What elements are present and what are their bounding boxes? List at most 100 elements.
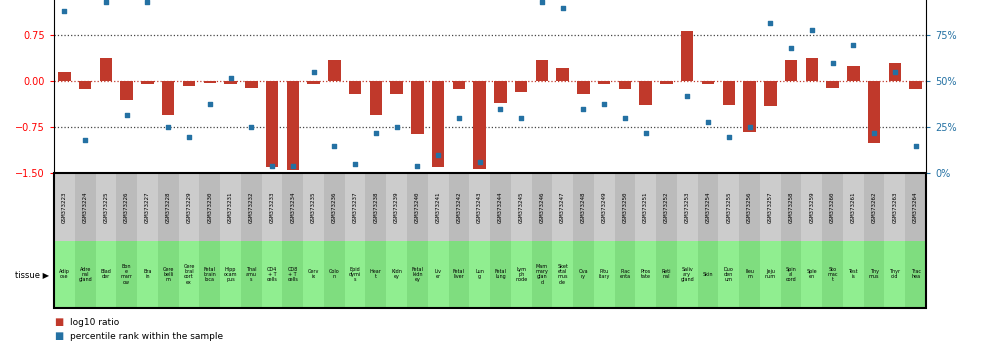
Bar bbox=[349, 81, 362, 94]
Bar bbox=[162, 81, 174, 115]
Text: tissue ▶: tissue ▶ bbox=[15, 270, 49, 279]
Text: Pros
tate: Pros tate bbox=[641, 269, 651, 279]
Point bbox=[57, 8, 73, 14]
Text: Thyr
oid: Thyr oid bbox=[890, 269, 900, 279]
Bar bbox=[366, 241, 386, 308]
Point bbox=[866, 130, 882, 136]
Bar bbox=[490, 173, 511, 241]
Bar bbox=[282, 173, 303, 241]
Text: GSM373241: GSM373241 bbox=[435, 192, 440, 223]
Bar bbox=[905, 241, 926, 308]
Text: GSM373227: GSM373227 bbox=[145, 192, 150, 223]
Bar bbox=[282, 241, 303, 308]
Text: GSM373236: GSM373236 bbox=[332, 192, 337, 223]
Bar bbox=[702, 81, 715, 85]
Bar bbox=[99, 58, 112, 81]
Bar bbox=[885, 241, 905, 308]
Bar bbox=[781, 173, 801, 241]
Text: GSM373228: GSM373228 bbox=[166, 192, 171, 223]
Text: GSM373231: GSM373231 bbox=[228, 192, 233, 223]
Bar bbox=[656, 173, 677, 241]
Text: GSM373256: GSM373256 bbox=[747, 192, 752, 223]
Bar bbox=[594, 173, 614, 241]
Point bbox=[741, 125, 757, 130]
Point bbox=[534, 0, 549, 5]
Bar bbox=[656, 241, 677, 308]
Text: Lym
ph
node: Lym ph node bbox=[515, 267, 527, 282]
Bar bbox=[158, 173, 179, 241]
Bar bbox=[822, 173, 843, 241]
Bar bbox=[121, 81, 133, 100]
Bar bbox=[241, 241, 261, 308]
Bar bbox=[614, 241, 635, 308]
Bar bbox=[556, 68, 569, 81]
Point bbox=[783, 45, 799, 51]
Text: GSM373238: GSM373238 bbox=[374, 192, 378, 223]
Bar bbox=[303, 173, 324, 241]
Text: Epid
dymi
s: Epid dymi s bbox=[349, 267, 361, 282]
Text: Bra
in: Bra in bbox=[144, 269, 151, 279]
Point bbox=[78, 137, 93, 143]
Point bbox=[140, 0, 155, 5]
Text: GSM373263: GSM373263 bbox=[893, 192, 897, 223]
Text: GSM373235: GSM373235 bbox=[311, 192, 317, 223]
Text: Spin
al
cord: Spin al cord bbox=[785, 267, 796, 282]
Bar bbox=[868, 81, 881, 143]
Text: GSM373233: GSM373233 bbox=[269, 192, 274, 223]
Text: Reti
nal: Reti nal bbox=[662, 269, 671, 279]
Text: Colo
n: Colo n bbox=[329, 269, 340, 279]
Text: GSM373225: GSM373225 bbox=[103, 192, 108, 223]
Bar bbox=[75, 241, 95, 308]
Bar bbox=[142, 81, 153, 85]
Point bbox=[554, 5, 570, 11]
Bar bbox=[407, 241, 428, 308]
Text: GSM373253: GSM373253 bbox=[685, 192, 690, 223]
Bar bbox=[370, 81, 382, 115]
Bar bbox=[432, 81, 444, 167]
Bar bbox=[781, 241, 801, 308]
Text: GSM373257: GSM373257 bbox=[768, 192, 773, 223]
Bar bbox=[452, 81, 465, 89]
Text: GSM373262: GSM373262 bbox=[872, 192, 877, 223]
Point bbox=[431, 152, 446, 158]
Bar bbox=[469, 173, 490, 241]
Bar bbox=[469, 241, 490, 308]
Bar bbox=[158, 241, 179, 308]
Text: Kidn
ey: Kidn ey bbox=[391, 269, 402, 279]
Bar bbox=[864, 173, 885, 241]
Text: GSM373260: GSM373260 bbox=[830, 192, 836, 223]
Bar bbox=[494, 81, 506, 103]
Bar bbox=[428, 173, 448, 241]
Point bbox=[451, 115, 467, 121]
Text: Liv
er: Liv er bbox=[434, 269, 441, 279]
Text: Sto
mac
t: Sto mac t bbox=[828, 267, 838, 282]
Bar bbox=[474, 81, 486, 169]
Text: Cere
bral
cort
ex: Cere bral cort ex bbox=[183, 264, 195, 285]
Bar bbox=[635, 241, 656, 308]
Bar bbox=[220, 173, 241, 241]
Point bbox=[368, 130, 383, 136]
Text: Adip
ose: Adip ose bbox=[59, 269, 70, 279]
Bar bbox=[618, 81, 631, 89]
Text: GSM373229: GSM373229 bbox=[187, 192, 192, 223]
Point bbox=[617, 115, 633, 121]
Bar bbox=[577, 81, 590, 94]
Bar bbox=[220, 241, 241, 308]
Point bbox=[223, 75, 239, 81]
Bar bbox=[95, 241, 116, 308]
Bar bbox=[552, 241, 573, 308]
Bar bbox=[847, 66, 859, 81]
Text: Ova
ry: Ova ry bbox=[579, 269, 588, 279]
Bar bbox=[345, 241, 366, 308]
Bar bbox=[511, 173, 532, 241]
Bar bbox=[95, 173, 116, 241]
Bar bbox=[801, 173, 822, 241]
Bar bbox=[366, 173, 386, 241]
Bar bbox=[801, 241, 822, 308]
Text: GSM373264: GSM373264 bbox=[913, 192, 918, 223]
Text: GSM373248: GSM373248 bbox=[581, 192, 586, 223]
Point bbox=[285, 163, 301, 169]
Text: Fetal
lung: Fetal lung bbox=[494, 269, 506, 279]
Bar bbox=[719, 241, 739, 308]
Text: Plac
enta: Plac enta bbox=[619, 269, 630, 279]
